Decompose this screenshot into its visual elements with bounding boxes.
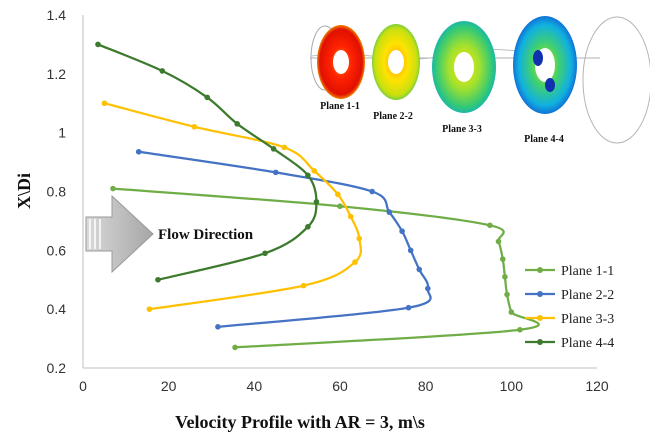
legend-item: Plane 2-2 (525, 288, 614, 303)
data-point (356, 235, 363, 242)
data-point (499, 256, 506, 262)
x-tick-label: 20 (161, 378, 177, 394)
legend-marker (537, 315, 543, 321)
y-tick-label: 1 (58, 125, 66, 141)
data-point (159, 68, 166, 74)
data-point (313, 198, 320, 205)
data-point (215, 324, 221, 330)
y-axis-title: X\Di (14, 173, 34, 209)
series-layer (95, 41, 540, 351)
series-line (112, 187, 540, 349)
data-point (399, 228, 405, 235)
y-tick-label: 0.2 (47, 360, 67, 376)
series-line (97, 43, 318, 281)
data-point (495, 238, 502, 245)
data-point (386, 209, 393, 215)
legend-label: Plane 4-4 (561, 336, 614, 351)
flow-direction-label: Flow Direction (158, 227, 254, 243)
data-point (517, 326, 523, 333)
series-3 (101, 100, 363, 312)
flow-direction-annotation: Flow Direction (85, 194, 254, 274)
data-point (191, 123, 198, 130)
x-tick-label: 100 (500, 378, 524, 394)
data-point (337, 203, 343, 210)
data-point (405, 304, 412, 311)
data-point (504, 291, 510, 298)
y-tick-label: 0.6 (47, 242, 67, 258)
flow-arrow-icon (85, 194, 154, 274)
tick-labels: 0 20 40 60 80 100 120 0.2 0.4 0.6 0.8 1 1.2 1.4 (47, 7, 609, 394)
data-point (234, 121, 240, 127)
data-point (416, 266, 423, 273)
data-point (508, 309, 515, 315)
plane-4-4-label: Plane 4-4 (524, 134, 564, 145)
legend-label: Plane 2-2 (561, 288, 614, 303)
series-2 (135, 148, 432, 330)
y-tick-label: 0.8 (47, 184, 67, 200)
plane-3-3-hole (454, 52, 474, 82)
data-point (262, 250, 268, 257)
data-point (135, 148, 142, 155)
data-point (347, 213, 354, 220)
data-point (311, 168, 318, 174)
legend-marker (537, 267, 543, 273)
x-axis-title: Velocity Profile with AR = 3, m\s (175, 412, 425, 432)
legend-label: Plane 1-1 (561, 264, 614, 279)
plane-3-3-label: Plane 3-3 (442, 124, 482, 135)
plane-1-1-hole (333, 50, 349, 74)
plane-2-2-label: Plane 2-2 (373, 111, 413, 122)
data-point (110, 185, 116, 192)
x-tick-label: 120 (585, 378, 609, 394)
axes (82, 15, 597, 369)
series-4 (95, 41, 320, 283)
y-tick-label: 1.2 (47, 66, 67, 82)
data-point (146, 306, 153, 312)
data-point (407, 247, 414, 254)
x-tick-label: 0 (79, 378, 87, 394)
plane-4-4-vortex-spot (545, 78, 555, 92)
data-point (95, 41, 101, 48)
data-point (487, 222, 493, 229)
inset-cfd-planes: Plane 1-1 Plane 2-2 Plane 3-3 Plane 4-4 (310, 16, 650, 145)
plane-2-2-hole (388, 50, 404, 74)
data-point (305, 224, 311, 230)
plane-1-1-label: Plane 1-1 (320, 101, 360, 112)
plane-4-4-vortex-spot (533, 50, 543, 66)
legend: Plane 1-1 Plane 2-2 Plane 3-3 Plane 4-4 (525, 264, 614, 351)
data-point (369, 188, 375, 195)
legend-marker (537, 339, 543, 345)
data-point (425, 285, 431, 292)
data-point (272, 169, 279, 176)
data-point (335, 191, 341, 198)
data-point (101, 100, 108, 107)
data-point (352, 259, 358, 265)
x-tick-label: 40 (247, 378, 263, 394)
data-point (502, 274, 508, 280)
legend-label: Plane 3-3 (561, 312, 614, 327)
data-point (300, 282, 307, 289)
y-tick-label: 1.4 (47, 7, 67, 23)
y-tick-label: 0.4 (47, 301, 67, 317)
data-point (305, 172, 311, 179)
data-point (270, 146, 277, 152)
inset-outlet-ring (582, 16, 650, 144)
legend-item: Plane 3-3 (525, 312, 614, 327)
data-point (204, 94, 211, 101)
legend-item: Plane 4-4 (525, 336, 614, 351)
data-point (232, 344, 238, 351)
legend-item: Plane 1-1 (525, 264, 614, 279)
data-point (155, 276, 161, 283)
data-point (281, 144, 288, 151)
series-line (104, 102, 363, 311)
legend-marker (537, 291, 543, 297)
x-tick-label: 80 (418, 378, 434, 394)
x-tick-label: 60 (332, 378, 348, 394)
series-1 (110, 185, 540, 351)
